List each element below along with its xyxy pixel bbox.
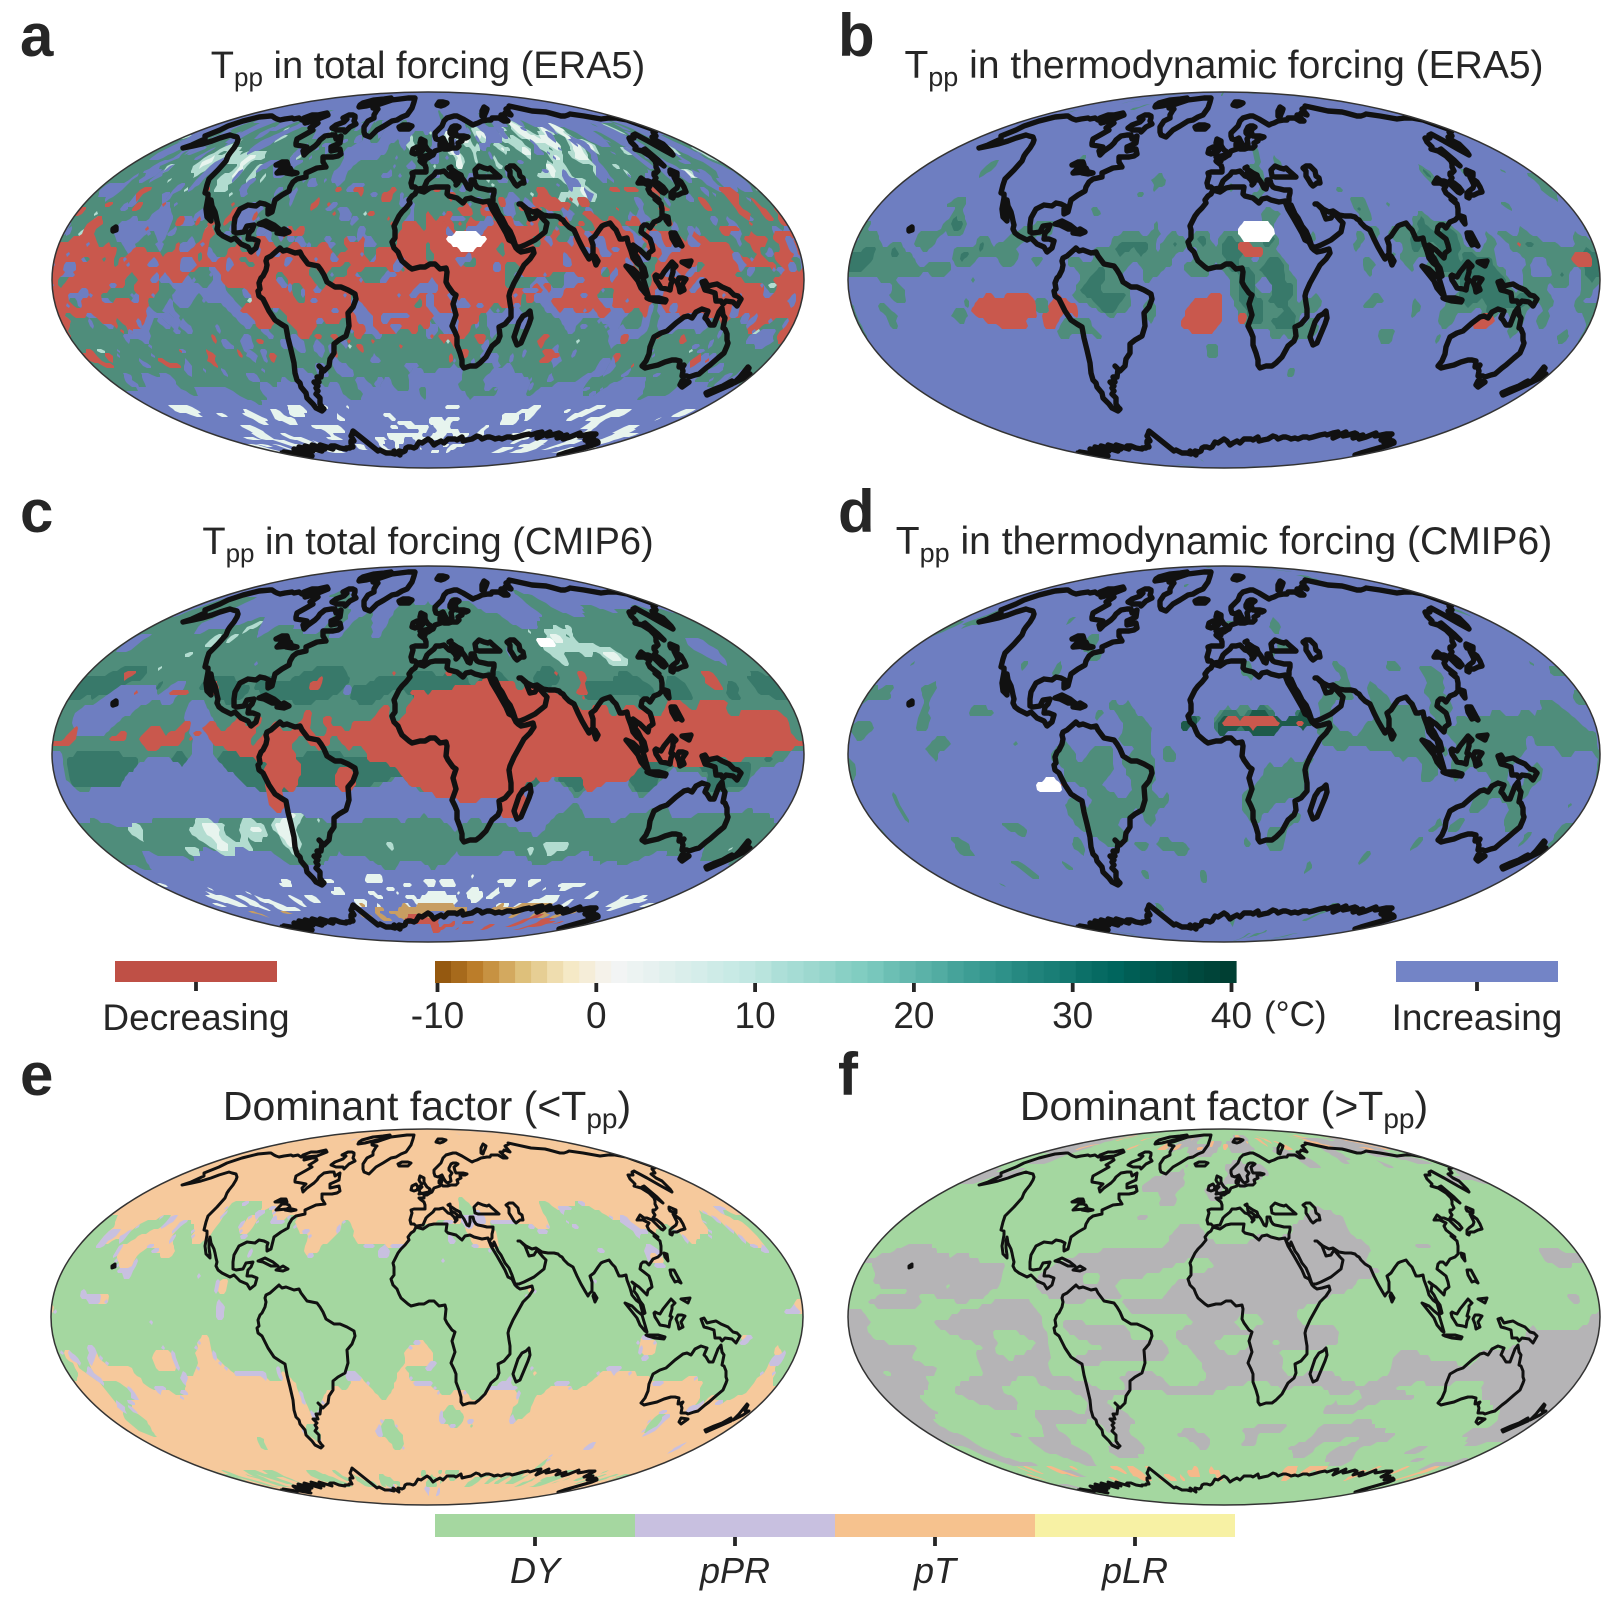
svg-text:Tpp in total forcing (CMIP6): Tpp in total forcing (CMIP6) [202,521,653,568]
svg-text:a: a [20,2,54,69]
svg-text:d: d [838,478,875,545]
svg-text:f: f [838,1041,859,1108]
svg-text:pPR: pPR [699,1550,770,1591]
svg-text:30: 30 [1052,995,1093,1036]
svg-text:DY: DY [510,1550,563,1591]
svg-text:Tpp in total forcing (ERA5): Tpp in total forcing (ERA5) [211,45,645,92]
svg-text:0: 0 [586,995,607,1036]
svg-text:Decreasing: Decreasing [102,997,289,1038]
svg-text:e: e [20,1041,53,1108]
svg-text:(°C): (°C) [1264,995,1327,1034]
svg-text:Tpp in thermodynamic forcing (: Tpp in thermodynamic forcing (CMIP6) [896,520,1552,568]
svg-text:pLR: pLR [1101,1550,1168,1591]
svg-text:Tpp in thermodynamic forcing (: Tpp in thermodynamic forcing (ERA5) [904,44,1543,92]
svg-text:Dominant factor (<Tpp): Dominant factor (<Tpp) [223,1083,631,1134]
svg-text:pT: pT [913,1550,959,1591]
svg-text:40: 40 [1211,995,1252,1036]
svg-text:Dominant factor (>Tpp): Dominant factor (>Tpp) [1020,1083,1428,1134]
svg-text:b: b [838,2,875,69]
svg-text:10: 10 [735,995,776,1036]
svg-text:20: 20 [893,995,934,1036]
svg-text:-10: -10 [411,995,464,1036]
svg-text:c: c [20,478,53,545]
svg-text:Increasing: Increasing [1392,997,1563,1038]
